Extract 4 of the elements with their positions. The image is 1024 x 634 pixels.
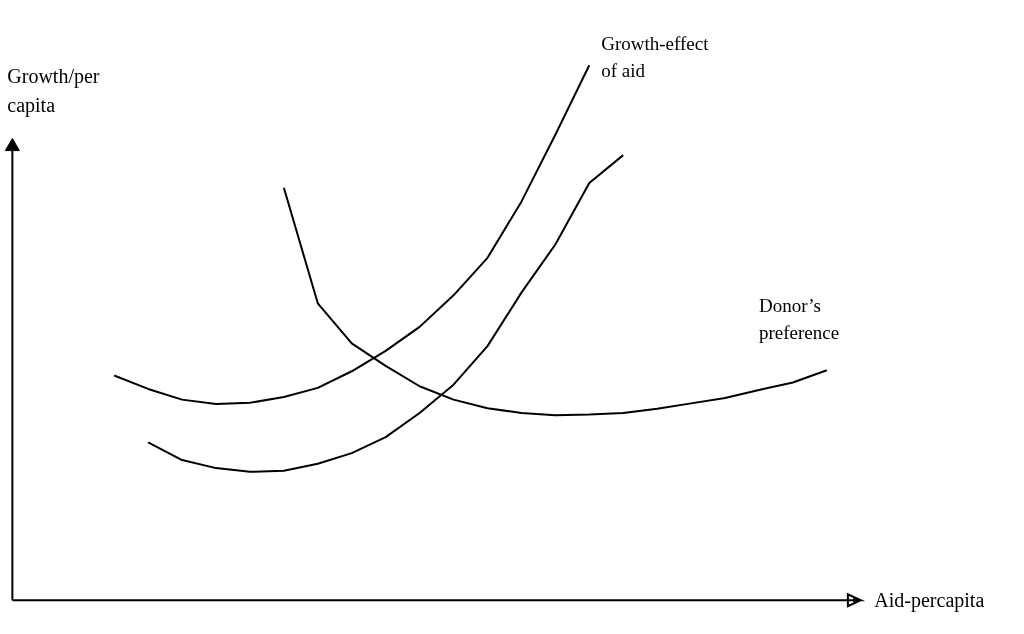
x-axis-title: Aid-percapita bbox=[874, 589, 985, 613]
y-axis-title: Growth/per capita bbox=[7, 65, 100, 117]
series-label: Donor’s preference bbox=[758, 295, 840, 344]
series-label: Growth-effect of aid bbox=[601, 32, 710, 82]
